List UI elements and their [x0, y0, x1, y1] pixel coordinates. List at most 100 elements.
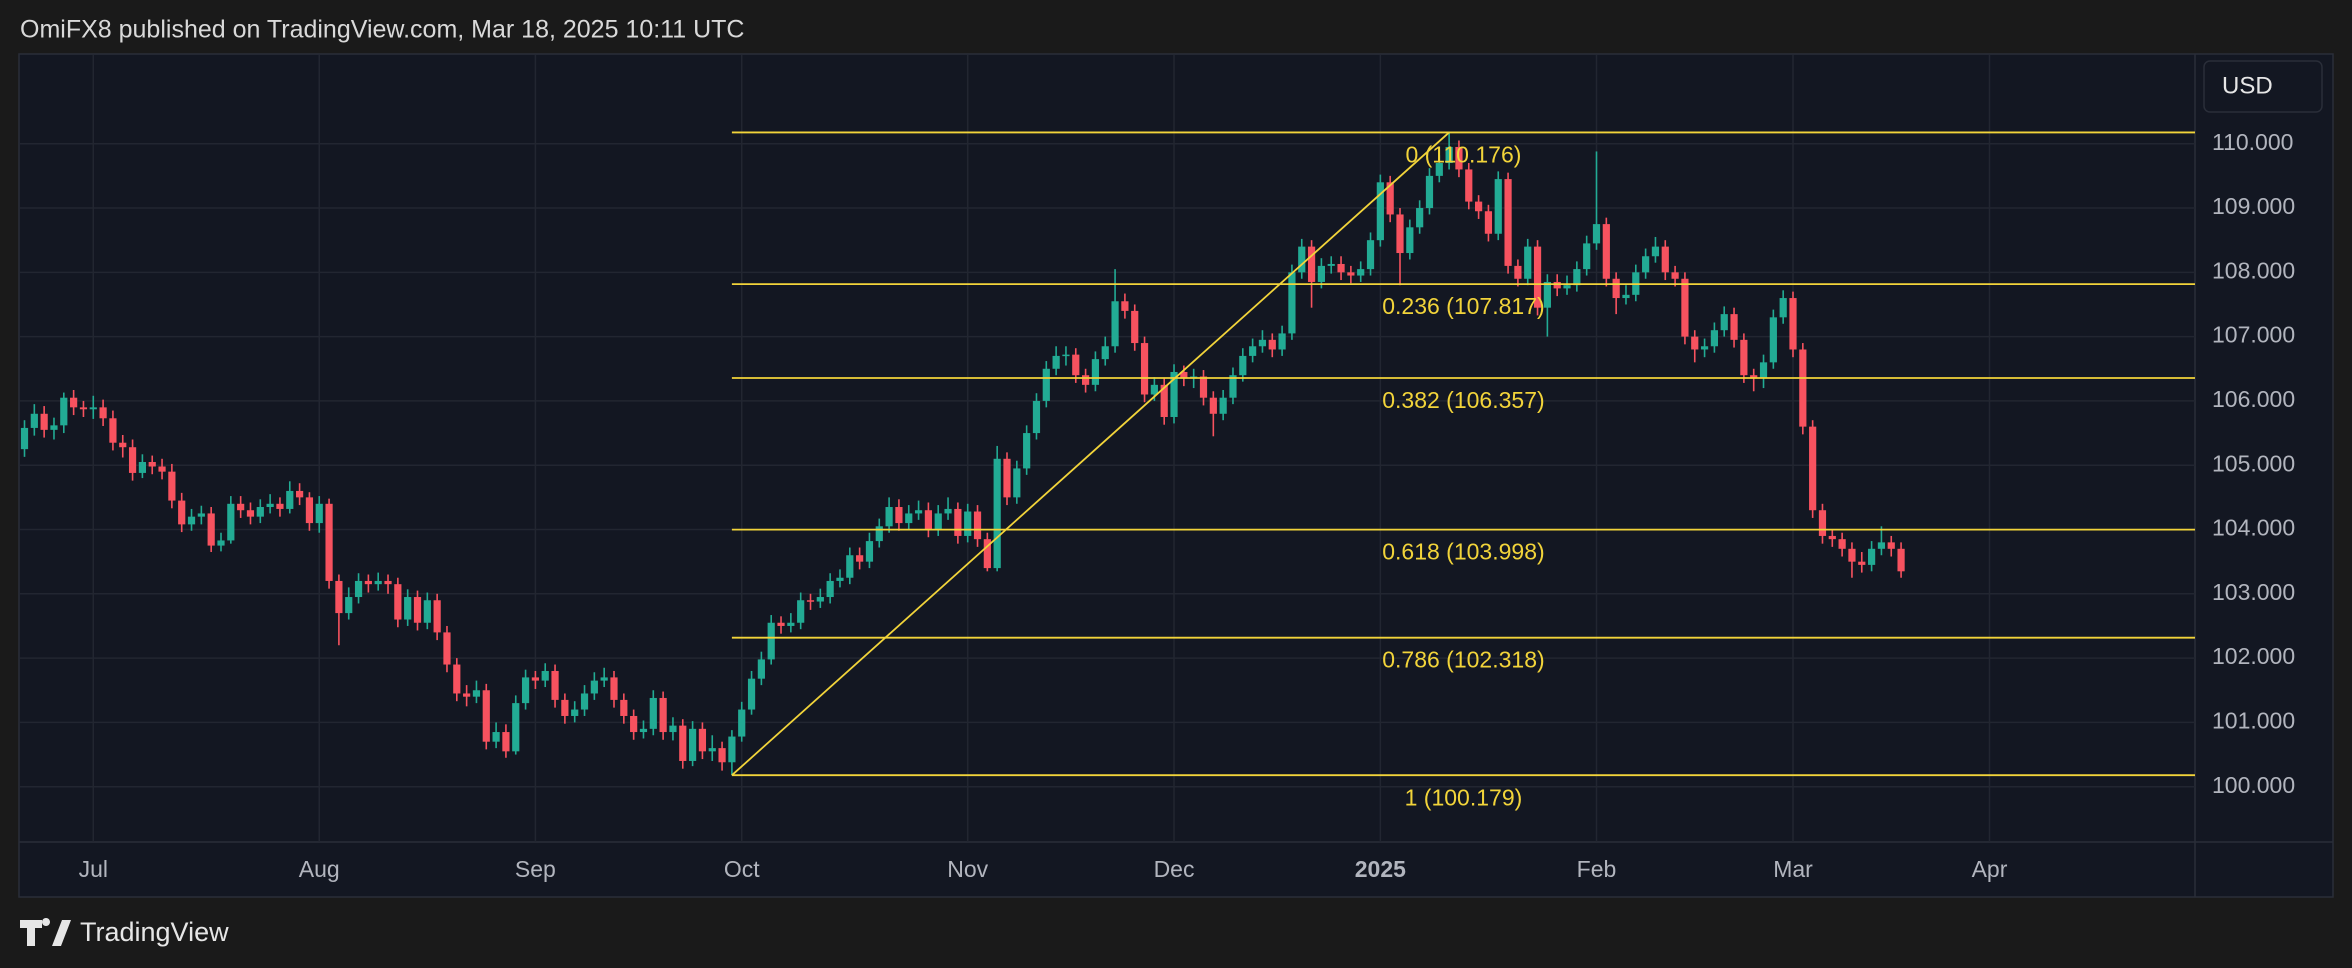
candle-body: [70, 397, 78, 408]
candle-body: [1504, 179, 1512, 266]
candle-body: [865, 541, 874, 562]
candle-body: [364, 580, 372, 585]
candle-body: [1366, 240, 1375, 270]
candle-body: [551, 670, 559, 700]
candle-body: [187, 516, 196, 525]
fib-label: 0.618 (103.998): [1382, 539, 1544, 565]
candle-body: [639, 728, 648, 733]
candle-body: [1573, 269, 1581, 286]
candle-body: [246, 510, 255, 517]
candle-body: [1642, 256, 1650, 273]
candle-body: [1799, 349, 1807, 427]
candle-body: [256, 507, 264, 517]
candle-body: [482, 690, 490, 742]
y-tick-label: 110.000: [2212, 129, 2293, 155]
candle-body: [1868, 548, 1876, 565]
candle-body: [1602, 224, 1610, 279]
candle-body: [335, 580, 343, 614]
candle-body: [983, 539, 991, 569]
candle-body: [1592, 224, 1601, 244]
candle-body: [1897, 548, 1905, 572]
candle-body: [1651, 246, 1660, 257]
candle-body: [1003, 458, 1011, 498]
candle-body: [443, 632, 451, 665]
candle-body: [1583, 243, 1591, 270]
candle-body: [1160, 384, 1168, 417]
candle-body: [1887, 542, 1895, 549]
fib-label: 0.236 (107.817): [1382, 293, 1544, 319]
candle-body: [394, 584, 402, 620]
candle-body: [1091, 359, 1100, 385]
candle-body: [423, 600, 431, 623]
candle-body: [1199, 376, 1208, 398]
candle-body: [1180, 371, 1188, 379]
candle-body: [217, 540, 225, 546]
candle-body: [846, 555, 854, 578]
candle-body: [728, 736, 736, 763]
candle-body: [659, 697, 667, 733]
candle-body: [1121, 301, 1129, 311]
candle-body: [630, 715, 638, 733]
candle-body: [1710, 330, 1718, 347]
candle-body: [571, 709, 579, 716]
candle-body: [138, 462, 146, 473]
candle-body: [1494, 179, 1502, 234]
x-tick-label: Apr: [1972, 856, 2008, 882]
candle-body: [1307, 246, 1316, 282]
y-tick-label: 103.000: [2212, 579, 2295, 605]
fib-label: 0 (110.176): [1405, 141, 1521, 167]
currency-button[interactable]: [2203, 60, 2323, 113]
candle-body: [1612, 278, 1620, 299]
candle-body: [463, 693, 471, 697]
candle-body: [286, 490, 294, 509]
candle-body: [1131, 310, 1139, 344]
candle-body: [610, 677, 618, 700]
y-tick-label: 102.000: [2212, 643, 2295, 669]
y-tick-label: 109.000: [2212, 193, 2295, 219]
candle-body: [1170, 371, 1178, 417]
candle-body: [1327, 263, 1335, 266]
currency-label[interactable]: USD: [2222, 72, 2273, 99]
candle-body: [1700, 346, 1709, 350]
candle-body: [1317, 265, 1325, 282]
candle-body: [178, 500, 186, 525]
candle-body: [1435, 163, 1443, 176]
candle-body: [345, 597, 353, 614]
candle-body: [1475, 201, 1483, 212]
candle-body: [698, 728, 707, 752]
candle-body: [30, 413, 38, 428]
candle-body: [158, 466, 166, 472]
candle-body: [767, 622, 775, 660]
candle-body: [1691, 336, 1699, 350]
candle-body: [60, 397, 68, 426]
candle-body: [1209, 397, 1217, 414]
candle-body: [521, 677, 530, 704]
candle-body: [934, 513, 942, 530]
candle-body: [1249, 346, 1257, 356]
candle-body: [1062, 354, 1070, 357]
logo-icon: [20, 917, 71, 946]
candle-body: [502, 732, 510, 752]
candle-body: [1425, 175, 1434, 209]
candle-body: [89, 407, 97, 410]
candle-body: [384, 580, 392, 585]
candle-body: [227, 503, 235, 541]
candle-body: [1150, 384, 1158, 395]
x-tick-label: Oct: [724, 856, 760, 882]
candle-body: [1386, 182, 1394, 215]
candle-body: [433, 600, 441, 633]
candle-body: [954, 508, 962, 536]
candle-body: [276, 503, 284, 509]
candle-body: [1445, 146, 1453, 164]
candle-body: [689, 728, 697, 761]
candle-body: [875, 526, 883, 542]
candle-body: [1779, 298, 1787, 318]
candle-body: [325, 503, 333, 581]
logo: TradingView: [20, 917, 229, 947]
candle-body: [99, 407, 107, 419]
candle-body: [1082, 375, 1090, 385]
candle-body: [20, 427, 29, 450]
candle-body: [79, 407, 88, 410]
candle-body: [40, 413, 48, 430]
